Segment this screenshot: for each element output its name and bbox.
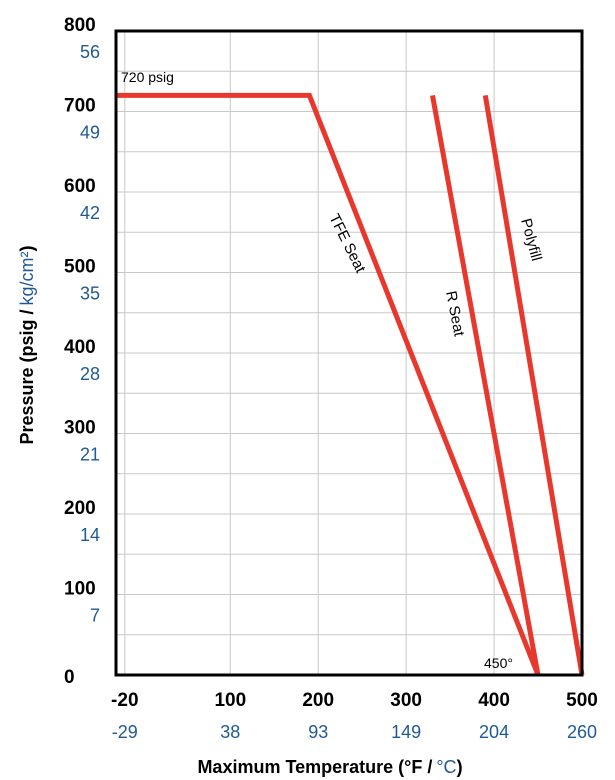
y-axis-title-secondary: kg/cm² [17,251,37,305]
x-tick-c: 38 [220,722,240,742]
y-tick-psig: 0 [64,667,75,688]
x-axis-title-secondary: °C [436,757,456,777]
x-tick-c: -29 [112,722,138,742]
y-tick-kg: 7 [90,606,100,626]
x-tick-f: 100 [214,690,246,711]
y-axis-title-close: ) [17,245,37,251]
x-tick-f: 400 [478,690,510,711]
annotation-pressure-limit: 720 psig [121,69,174,85]
y-tick-psig: 400 [64,337,96,358]
y-tick-psig: 200 [64,498,96,519]
series-label-tfe-seat: TFE Seat [325,211,369,276]
x-tick-f: 300 [390,690,422,711]
series-line-r-seat [430,94,541,676]
x-tick-f: 200 [302,690,334,711]
x-axis-title-primary: Maximum Temperature (°F / [197,757,432,777]
series-label-r-seat: R Seat [442,290,468,339]
plot-frame [114,29,584,677]
y-tick-kg: 28 [80,364,100,384]
y-axis-title: Pressure (psig / kg/cm²) [17,245,37,444]
y-axis-title-primary: Pressure (psig / [17,309,37,444]
series-line-tfe-seat [116,92,541,676]
y-tick-kg: 35 [80,284,100,304]
y-tick-psig: 700 [64,96,96,117]
annotation-temp-limit: 450° [484,655,513,671]
x-axis-title: Maximum Temperature (°F / °C) [197,757,462,777]
y-tick-kg: 56 [80,42,100,62]
y-tick-kg: 42 [80,203,100,223]
y-tick-psig: 600 [64,176,96,197]
y-tick-psig: 500 [64,257,96,278]
x-tick-c: 204 [479,722,509,742]
x-axis-title-close: ) [457,757,463,777]
x-tick-c: 260 [567,722,597,742]
y-tick-kg: 21 [80,445,100,465]
y-tick-psig: 800 [64,15,96,36]
x-tick-c: 149 [391,722,421,742]
series-line-polyfill [482,94,585,676]
y-tick-kg: 14 [80,525,100,545]
tick-labels: 800 56 700 49 600 42 500 35 400 28 300 21 200 14 100 7 0… [64,15,598,742]
y-tick-psig: 300 [64,418,96,439]
x-tick-f: 500 [566,690,598,711]
y-tick-kg: 49 [80,123,100,143]
y-tick-psig: 100 [64,579,96,600]
grid [116,31,583,675]
series-label-polyfill: Polyfill [517,217,545,263]
x-tick-f: -20 [111,690,138,711]
series-layer [116,92,585,676]
x-tick-c: 93 [308,722,328,742]
